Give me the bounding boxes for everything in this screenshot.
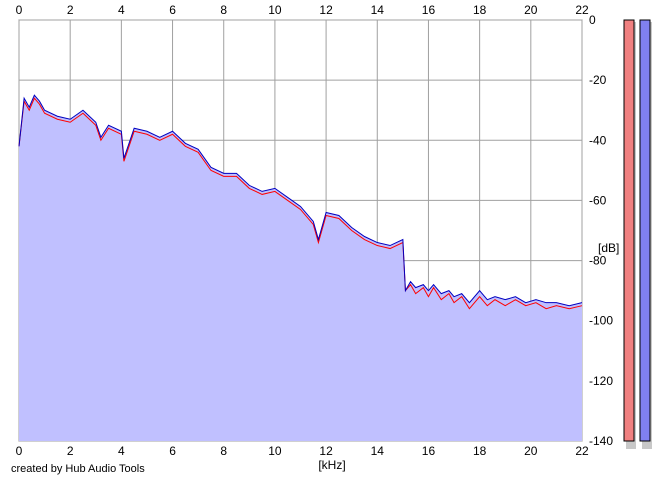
y-tick-labels: 0 -20 -40 -60 -80 -100 -120 -140 xyxy=(589,13,613,448)
x-tick-label-top-5: 10 xyxy=(268,3,282,17)
x-tick-label-bottom-11: 22 xyxy=(575,444,589,458)
level-meters xyxy=(623,19,652,449)
series-line-left xyxy=(18,97,583,310)
spectrum-area xyxy=(19,95,582,441)
y-tick-label-2: -40 xyxy=(589,133,607,147)
y-tick-label-0: 0 xyxy=(589,13,596,27)
x-tick-labels-bottom: 0 2 4 6 8 10 12 14 16 18 20 22 xyxy=(16,444,589,458)
x-axis-label: [kHz] xyxy=(318,458,345,472)
x-tick-label-top-1: 2 xyxy=(67,3,74,17)
x-tick-label-top-8: 16 xyxy=(422,3,436,17)
y-tick-label-3: -60 xyxy=(589,193,607,207)
x-tick-label-top-4: 8 xyxy=(220,3,227,17)
x-tick-label-top-0: 0 xyxy=(16,3,23,17)
y-tick-label-5: -100 xyxy=(589,314,613,328)
level-meter-right xyxy=(639,19,651,442)
y-axis-label: [dB] xyxy=(598,241,619,255)
x-tick-label-bottom-4: 8 xyxy=(220,444,227,458)
x-tick-label-top-11: 22 xyxy=(575,3,589,17)
credit-text: created by Hub Audio Tools xyxy=(11,463,145,475)
y-tick-label-7: -140 xyxy=(589,434,613,448)
x-tick-label-top-9: 18 xyxy=(473,3,487,17)
x-tick-label-bottom-1: 2 xyxy=(67,444,74,458)
x-tick-label-top-7: 14 xyxy=(371,3,385,17)
x-tick-labels-top: 0 2 4 6 8 10 12 14 16 18 20 22 xyxy=(16,3,589,17)
series-line-right xyxy=(18,94,583,307)
x-tick-label-bottom-10: 20 xyxy=(524,444,538,458)
x-tick-label-top-6: 12 xyxy=(319,3,333,17)
level-meter-left xyxy=(623,19,635,442)
x-tick-label-top-10: 20 xyxy=(524,3,538,17)
y-tick-label-6: -120 xyxy=(589,374,613,388)
x-tick-label-bottom-3: 6 xyxy=(169,444,176,458)
y-tick-label-4: -80 xyxy=(589,254,607,268)
x-tick-label-bottom-9: 18 xyxy=(473,444,487,458)
x-tick-label-bottom-5: 10 xyxy=(268,444,282,458)
x-tick-label-bottom-7: 14 xyxy=(371,444,385,458)
x-tick-label-bottom-6: 12 xyxy=(319,444,333,458)
x-tick-label-top-2: 4 xyxy=(118,3,125,17)
x-tick-label-bottom-8: 16 xyxy=(422,444,436,458)
x-tick-label-bottom-0: 0 xyxy=(16,444,23,458)
x-tick-label-top-3: 6 xyxy=(169,3,176,17)
x-tick-label-bottom-2: 4 xyxy=(118,444,125,458)
spectrum-lines xyxy=(18,94,583,310)
y-tick-label-1: -20 xyxy=(589,73,607,87)
spectrum-fill xyxy=(19,95,582,441)
